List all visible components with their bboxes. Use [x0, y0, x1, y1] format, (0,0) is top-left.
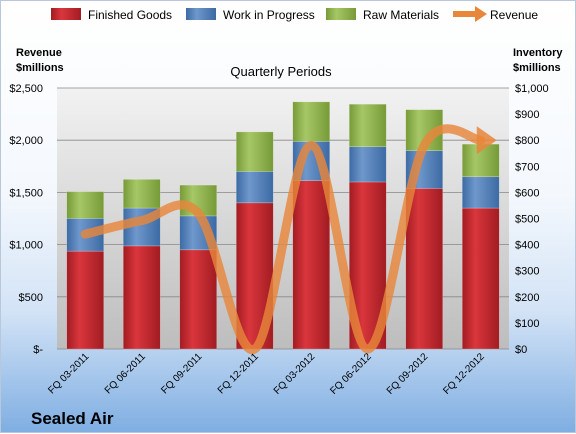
left-axis-title-line2: $millions [16, 62, 64, 74]
x-axis-tick-label: FQ 06-2012 [328, 351, 374, 397]
bar-raw-materials [122, 179, 161, 209]
bar-finished-goods [405, 188, 444, 350]
x-axis-tick-label: FQ 12-2011 [216, 351, 261, 396]
legend-swatch-finished-goods [51, 8, 81, 20]
left-axis-tick-label: $1,000 [9, 240, 43, 252]
bar-raw-materials [348, 103, 387, 148]
right-axis-tick-label: $800 [515, 135, 539, 147]
right-axis-tick-label: $400 [515, 240, 539, 252]
left-axis-tick-label: $2,500 [9, 83, 43, 95]
legend: Finished Goods Work in Progress Raw Materi… [51, 6, 538, 22]
chart-title: Quarterly Periods [230, 64, 332, 79]
x-axis-tick-label: FQ 06-2011 [103, 351, 148, 396]
right-axis-tick-label: $0 [515, 344, 527, 356]
bar-finished-goods [461, 207, 500, 350]
left-axis-tick-label: $2,000 [9, 135, 43, 147]
left-axis-title-line1: Revenue [16, 47, 62, 59]
bar-work-in-progress [461, 176, 500, 209]
x-axis-tick-label: FQ 12-2012 [441, 351, 487, 397]
left-axis-tick-label: $- [33, 344, 43, 356]
bar-finished-goods [66, 250, 105, 350]
right-axis-tick-label: $700 [515, 161, 539, 173]
right-axis-title-line2: $millions [513, 62, 561, 74]
left-axis-tick-label: $500 [19, 292, 43, 304]
legend-label-revenue: Revenue [490, 8, 538, 22]
legend-label-work-in-progress: Work in Progress [223, 8, 315, 22]
right-axis-tick-label: $600 [515, 187, 539, 199]
right-axis-tick-label: $1,000 [515, 83, 549, 95]
right-axis-title-line1: Inventory [513, 47, 563, 59]
x-axis-tick-label: FQ 09-2012 [385, 351, 431, 397]
bar-finished-goods [122, 245, 161, 350]
x-axis-tick-label: FQ 03-2011 [46, 351, 91, 396]
left-axis-tick-label: $1,500 [9, 187, 43, 199]
x-axis-tick-label: FQ 03-2012 [272, 351, 318, 397]
right-axis-tick-label: $300 [515, 266, 539, 278]
right-axis-tick-label: $100 [515, 318, 539, 330]
bar-raw-materials [292, 101, 331, 142]
legend-swatch-work-in-progress [186, 8, 216, 20]
bar-work-in-progress [235, 171, 274, 204]
legend-swatch-arrow [475, 6, 487, 22]
right-axis-tick-label: $500 [515, 214, 539, 226]
bar-finished-goods [179, 249, 218, 350]
bar-raw-materials [66, 191, 105, 219]
legend-label-raw-materials: Raw Materials [363, 8, 439, 22]
revenue-line-arrowhead [476, 126, 497, 155]
legend-swatch-raw-materials [326, 8, 356, 20]
x-axis-tick-label: FQ 09-2011 [159, 351, 204, 396]
right-axis-tick-label: $200 [515, 292, 539, 304]
revenue-line [80, 124, 486, 354]
revenue-line-layer [80, 124, 497, 354]
bar-finished-goods [292, 180, 331, 350]
legend-label-finished-goods: Finished Goods [88, 8, 172, 22]
bar-work-in-progress [348, 146, 387, 183]
bar-raw-materials [235, 131, 274, 172]
company-name: Sealed Air [31, 409, 114, 428]
right-axis-tick-label: $900 [515, 109, 539, 121]
